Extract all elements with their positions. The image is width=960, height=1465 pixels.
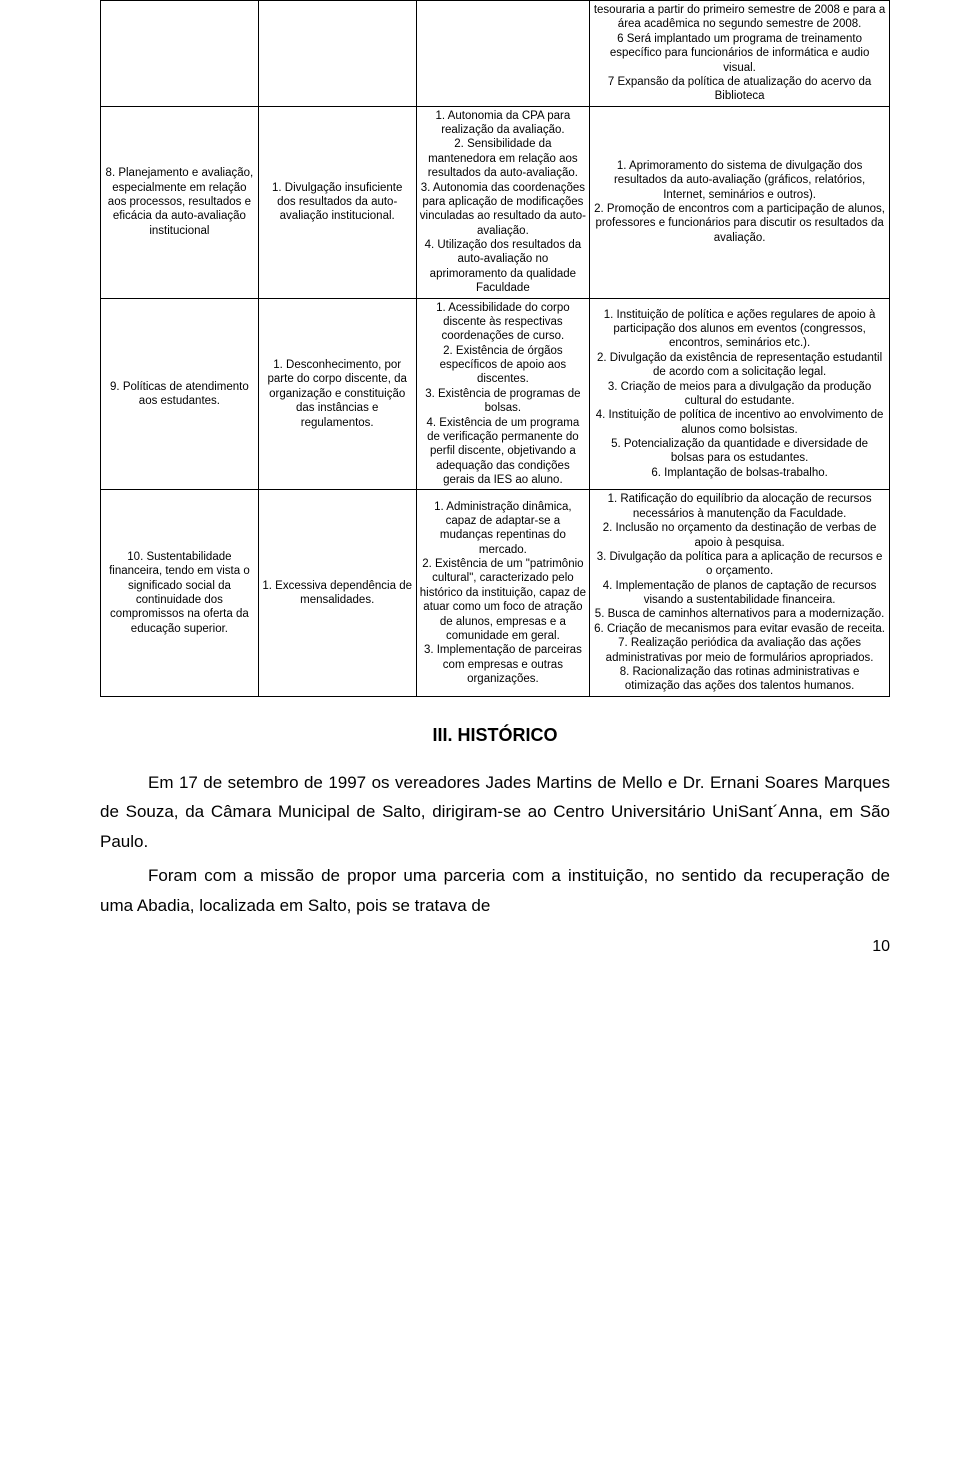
cell-actions: 1. Aprimoramento do sistema de divulgaçã… (590, 106, 890, 298)
cell-empty (101, 1, 259, 107)
cell-empty (416, 1, 590, 107)
cell-empty (258, 1, 416, 107)
cell-strength: 1. Acessibilidade do corpo discente às r… (416, 298, 590, 490)
cell-strength: 1. Autonomia da CPA para realização da a… (416, 106, 590, 298)
cell-dimension: 8. Planejamento e avaliação, especialmen… (101, 106, 259, 298)
paragraph: Em 17 de setembro de 1997 os vereadores … (100, 768, 890, 857)
evaluation-table: tesouraria a partir do primeiro semestre… (100, 0, 890, 697)
page: tesouraria a partir do primeiro semestre… (0, 0, 960, 996)
table-row: 9. Políticas de atendimento aos estudant… (101, 298, 890, 490)
paragraph: Foram com a missão de propor uma parceri… (100, 861, 890, 921)
cell-dimension: 10. Sustentabilidade financeira, tendo e… (101, 490, 259, 696)
cell-actions: 1. Instituição de política e ações regul… (590, 298, 890, 490)
page-number: 10 (100, 938, 890, 956)
table-row: 8. Planejamento e avaliação, especialmen… (101, 106, 890, 298)
cell-weakness: 1. Divulgação insuficiente dos resultado… (258, 106, 416, 298)
cell-dimension: 9. Políticas de atendimento aos estudant… (101, 298, 259, 490)
body-text: Em 17 de setembro de 1997 os vereadores … (100, 768, 890, 921)
cell-weakness: 1. Excessiva dependência de mensalidades… (258, 490, 416, 696)
cell-weakness: 1. Desconhecimento, por parte do corpo d… (258, 298, 416, 490)
table-header-row: tesouraria a partir do primeiro semestre… (101, 1, 890, 107)
section-title: III. HISTÓRICO (100, 725, 890, 746)
cell-actions: 1. Ratificação do equilíbrio da alocação… (590, 490, 890, 696)
table-row: 10. Sustentabilidade financeira, tendo e… (101, 490, 890, 696)
cell-header-actions: tesouraria a partir do primeiro semestre… (590, 1, 890, 107)
cell-strength: 1. Administração dinâmica, capaz de adap… (416, 490, 590, 696)
